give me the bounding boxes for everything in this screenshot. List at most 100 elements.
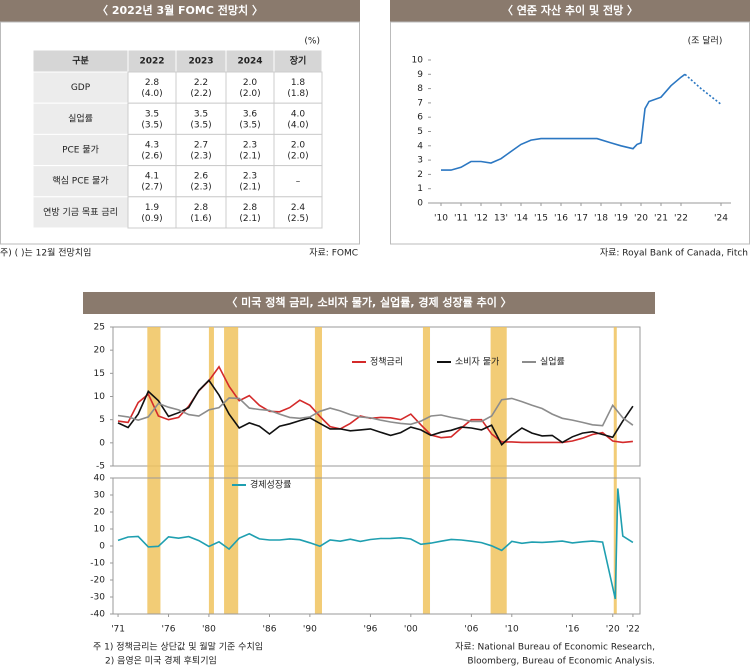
panel-frame <box>0 21 360 245</box>
x-tick-label: '16 <box>565 625 579 635</box>
x-tick-label: '22 <box>674 214 688 224</box>
y-tick-label: 15 <box>94 369 105 379</box>
x-tick-label: '20 <box>606 625 620 635</box>
column-header: 장기 <box>290 55 307 67</box>
panel-title: 〈 연준 자산 추이 및 전망 〉 <box>502 3 638 17</box>
y-tick-label: 2 <box>417 170 423 180</box>
legend-label: 소비자 물가 <box>455 357 499 368</box>
plot-frame <box>112 477 641 615</box>
x-tick-label: '10 <box>505 625 519 635</box>
column-header: 2022 <box>139 57 164 67</box>
y-tick-label: 20 <box>94 508 106 518</box>
unit: (조 달러) <box>688 35 723 47</box>
x-tick-label: '80 <box>202 625 216 635</box>
y-tick-label: -30 <box>90 593 105 603</box>
cell-value: (3.5) <box>141 120 162 130</box>
cell-value: 2.8 <box>145 78 160 88</box>
cell-value: (2.1) <box>239 214 260 224</box>
y-tick-label: 25 <box>94 323 105 333</box>
column-header: 2024 <box>237 57 262 67</box>
cell-value: 2.3 <box>243 172 257 182</box>
panel-frame <box>390 21 750 245</box>
cell-value: 2.7 <box>194 141 208 151</box>
cell-value: (2.6) <box>141 152 162 162</box>
x-tick-label: 13' <box>494 214 508 224</box>
cell <box>175 102 227 135</box>
x-tick-label: '17 <box>574 214 588 224</box>
x-tick-label: '14 <box>514 214 528 224</box>
y-tick-label: 0 <box>99 542 105 552</box>
source: 자료: Royal Bank of Canada, Fitch <box>600 248 748 259</box>
cell <box>175 165 227 198</box>
y-tick-label: 10 <box>412 56 424 66</box>
y-tick-label: 4 <box>417 141 423 151</box>
x-tick-label: '12 <box>474 214 488 224</box>
y-tick-label: -40 <box>90 610 105 620</box>
cell-value: 2.8 <box>243 203 258 213</box>
series-line <box>117 379 634 446</box>
cell-value: 2.3 <box>243 141 257 151</box>
cell-value: (1.8) <box>287 89 308 99</box>
recession-band <box>224 327 239 614</box>
cell-value: (4.0) <box>141 89 162 99</box>
cell-value: 2.0 <box>291 141 306 151</box>
cell-value: (0.9) <box>141 214 162 224</box>
cell <box>225 133 275 167</box>
cell-value: 2.2 <box>194 78 208 88</box>
cell-value: 1.8 <box>291 78 306 88</box>
series-line <box>117 397 634 427</box>
legend-label: 경제성장률 <box>250 479 291 491</box>
note: 2) 음영은 미국 경제 후퇴기임 <box>105 655 217 667</box>
recession-band <box>314 327 322 614</box>
cell-value: 4.3 <box>145 141 159 151</box>
recession-band <box>613 327 617 614</box>
x-tick-label: '11 <box>454 214 468 224</box>
y-tick-label: 3 <box>417 156 423 166</box>
cell <box>225 196 275 229</box>
recession-band <box>490 327 507 614</box>
recession-band <box>422 327 431 614</box>
cell-value: (2.5) <box>287 214 308 224</box>
x-tick-label: '24 <box>714 214 728 224</box>
cell <box>273 196 323 229</box>
y-tick-label: 9 <box>417 70 423 80</box>
cell-value: (2.1) <box>239 152 260 162</box>
cell <box>273 71 323 104</box>
row-label-cell <box>32 196 129 229</box>
x-tick-label: '19 <box>614 214 628 224</box>
y-tick-label: 5 <box>99 415 105 425</box>
cell <box>273 133 323 167</box>
cell-value: (2.1) <box>239 183 260 193</box>
cell <box>127 71 177 104</box>
y-tick-label: 8 <box>417 84 423 94</box>
cell <box>175 196 227 229</box>
cell-value: 3.5 <box>194 109 208 119</box>
x-tick-label: '15 <box>534 214 548 224</box>
row-label: 핵심 PCE 물가 <box>52 175 108 187</box>
y-tick-label: 0 <box>417 199 423 209</box>
cell <box>127 196 177 229</box>
y-tick-label: 30 <box>94 491 106 501</box>
row-label: 실업률 <box>68 113 93 124</box>
cell-value: (2.7) <box>141 183 162 193</box>
y-tick-label: 40 <box>94 474 106 484</box>
cell-value: 2.8 <box>194 203 209 213</box>
note: 주) ( )는 12월 전망치임 <box>0 247 91 259</box>
panel-header <box>0 0 360 22</box>
cell-value: 1.9 <box>145 203 160 213</box>
y-tick-label: -5 <box>96 462 105 472</box>
cell-value: 4.1 <box>145 172 159 182</box>
column-header: 2023 <box>188 57 213 67</box>
unit: (%) <box>304 37 320 47</box>
cell-value: (1.6) <box>190 214 211 224</box>
series-line <box>441 73 686 171</box>
row-label: GDP <box>71 83 91 93</box>
x-tick-label: '10 <box>434 214 448 224</box>
source: 자료: National Bureau of Economic Research… <box>455 642 655 653</box>
cell-value: 3.5 <box>145 109 159 119</box>
cell <box>273 165 323 198</box>
cell-value: (2.0) <box>287 152 308 162</box>
panel-header <box>83 292 655 314</box>
x-tick-label: '90 <box>303 625 317 635</box>
cell-value: (4.0) <box>287 120 308 130</box>
